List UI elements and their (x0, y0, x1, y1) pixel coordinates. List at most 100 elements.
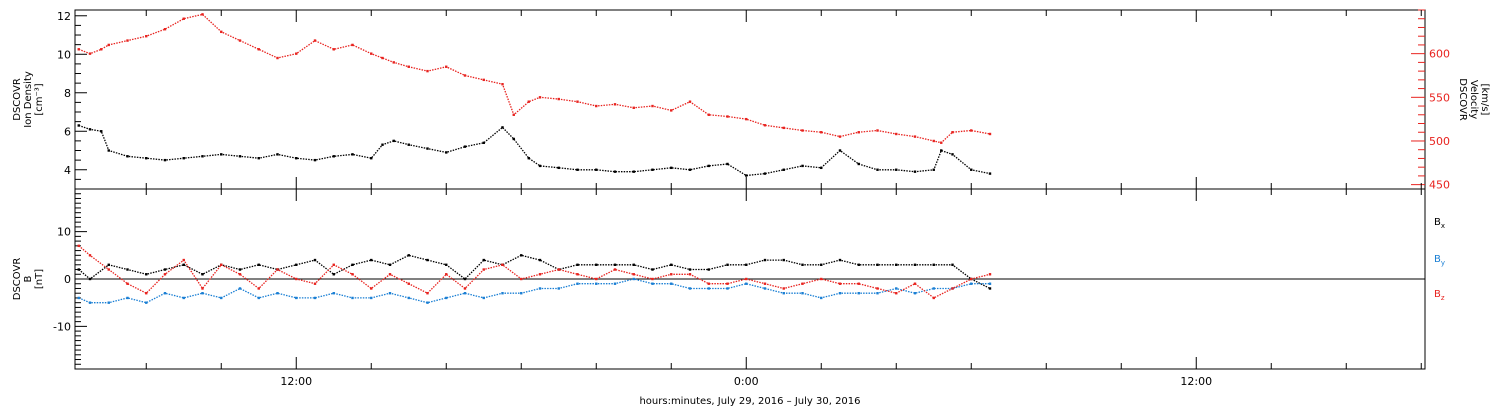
data-point (88, 301, 92, 304)
data-point (895, 287, 898, 290)
data-point (238, 273, 242, 276)
data-point (763, 258, 767, 262)
data-point (501, 292, 504, 295)
data-point (126, 155, 129, 158)
data-point (388, 273, 392, 276)
data-point (820, 131, 823, 134)
data-point (688, 168, 692, 171)
data-point (895, 292, 898, 295)
data-point (988, 282, 992, 285)
data-point (463, 145, 467, 148)
data-point (782, 126, 785, 130)
data-point (145, 157, 148, 160)
data-point (951, 153, 954, 156)
data-point (313, 258, 317, 262)
data-point (876, 129, 879, 132)
data-point (313, 158, 317, 162)
data-point (220, 296, 223, 300)
data-point (988, 172, 992, 175)
density-tick-label: 12 (57, 10, 71, 23)
data-point (257, 157, 260, 160)
data-point (463, 287, 467, 290)
data-point (688, 268, 692, 271)
data-point (107, 268, 110, 271)
data-point (332, 48, 335, 51)
data-point (670, 166, 673, 170)
data-point (951, 131, 954, 134)
data-point (576, 100, 579, 103)
data-point (763, 287, 767, 290)
data-point (613, 282, 617, 285)
data-point (107, 301, 110, 304)
data-point (782, 258, 785, 262)
data-point (126, 282, 129, 285)
data-point (895, 168, 898, 171)
data-point (988, 287, 992, 290)
data-point (77, 48, 80, 51)
data-point (332, 263, 335, 266)
data-point (557, 166, 560, 170)
velocity-axis-title: Velocity (1468, 80, 1479, 119)
data-point (801, 282, 804, 285)
data-point (557, 97, 560, 101)
data-point (970, 282, 973, 285)
data-point (801, 129, 804, 132)
b-axis-title: [nT] (34, 269, 45, 289)
data-point (801, 164, 804, 168)
density-axis-title: [cm⁻³] (34, 83, 45, 115)
data-point (201, 13, 204, 16)
data-point (595, 263, 598, 266)
data-point (381, 56, 384, 60)
data-point (520, 277, 523, 281)
data-point (632, 277, 635, 281)
data-point (201, 273, 204, 276)
data-point (100, 48, 103, 51)
data-point (670, 263, 673, 266)
data-point (351, 273, 354, 276)
data-point (501, 126, 504, 129)
data-point (512, 113, 515, 116)
data-point (688, 287, 692, 290)
data-point (88, 254, 92, 257)
data-point (77, 124, 80, 127)
data-point (201, 287, 204, 290)
data-point (445, 151, 448, 154)
series-trace (78, 245, 991, 299)
data-point (951, 263, 954, 266)
data-point (876, 287, 879, 290)
data-point (988, 132, 992, 136)
data-point (932, 139, 935, 143)
data-point (940, 141, 943, 144)
data-point (276, 153, 279, 156)
data-point (670, 109, 673, 112)
data-point (88, 277, 92, 281)
series-trace (78, 13, 991, 144)
data-point (295, 277, 298, 281)
density-axis-title: Ion Density (23, 71, 34, 128)
data-point (370, 258, 373, 262)
data-point (77, 268, 80, 271)
data-point (913, 282, 917, 285)
data-point (88, 128, 92, 131)
data-point (576, 263, 579, 266)
data-point (482, 141, 485, 145)
data-point (392, 139, 395, 143)
data-point (651, 104, 654, 108)
data-point (257, 296, 260, 300)
data-point (407, 143, 410, 146)
data-point (651, 282, 654, 285)
data-point (463, 292, 467, 295)
data-point (182, 157, 185, 160)
data-point (527, 157, 530, 160)
data-point (182, 258, 185, 262)
data-point (838, 258, 842, 262)
data-point (182, 263, 185, 266)
data-point (407, 296, 410, 300)
data-point (238, 287, 242, 290)
data-point (257, 287, 260, 290)
data-point (707, 268, 710, 271)
data-point (670, 273, 673, 276)
data-point (782, 287, 785, 290)
density-tick-label: 10 (57, 48, 71, 61)
series-ion-density (77, 124, 992, 177)
